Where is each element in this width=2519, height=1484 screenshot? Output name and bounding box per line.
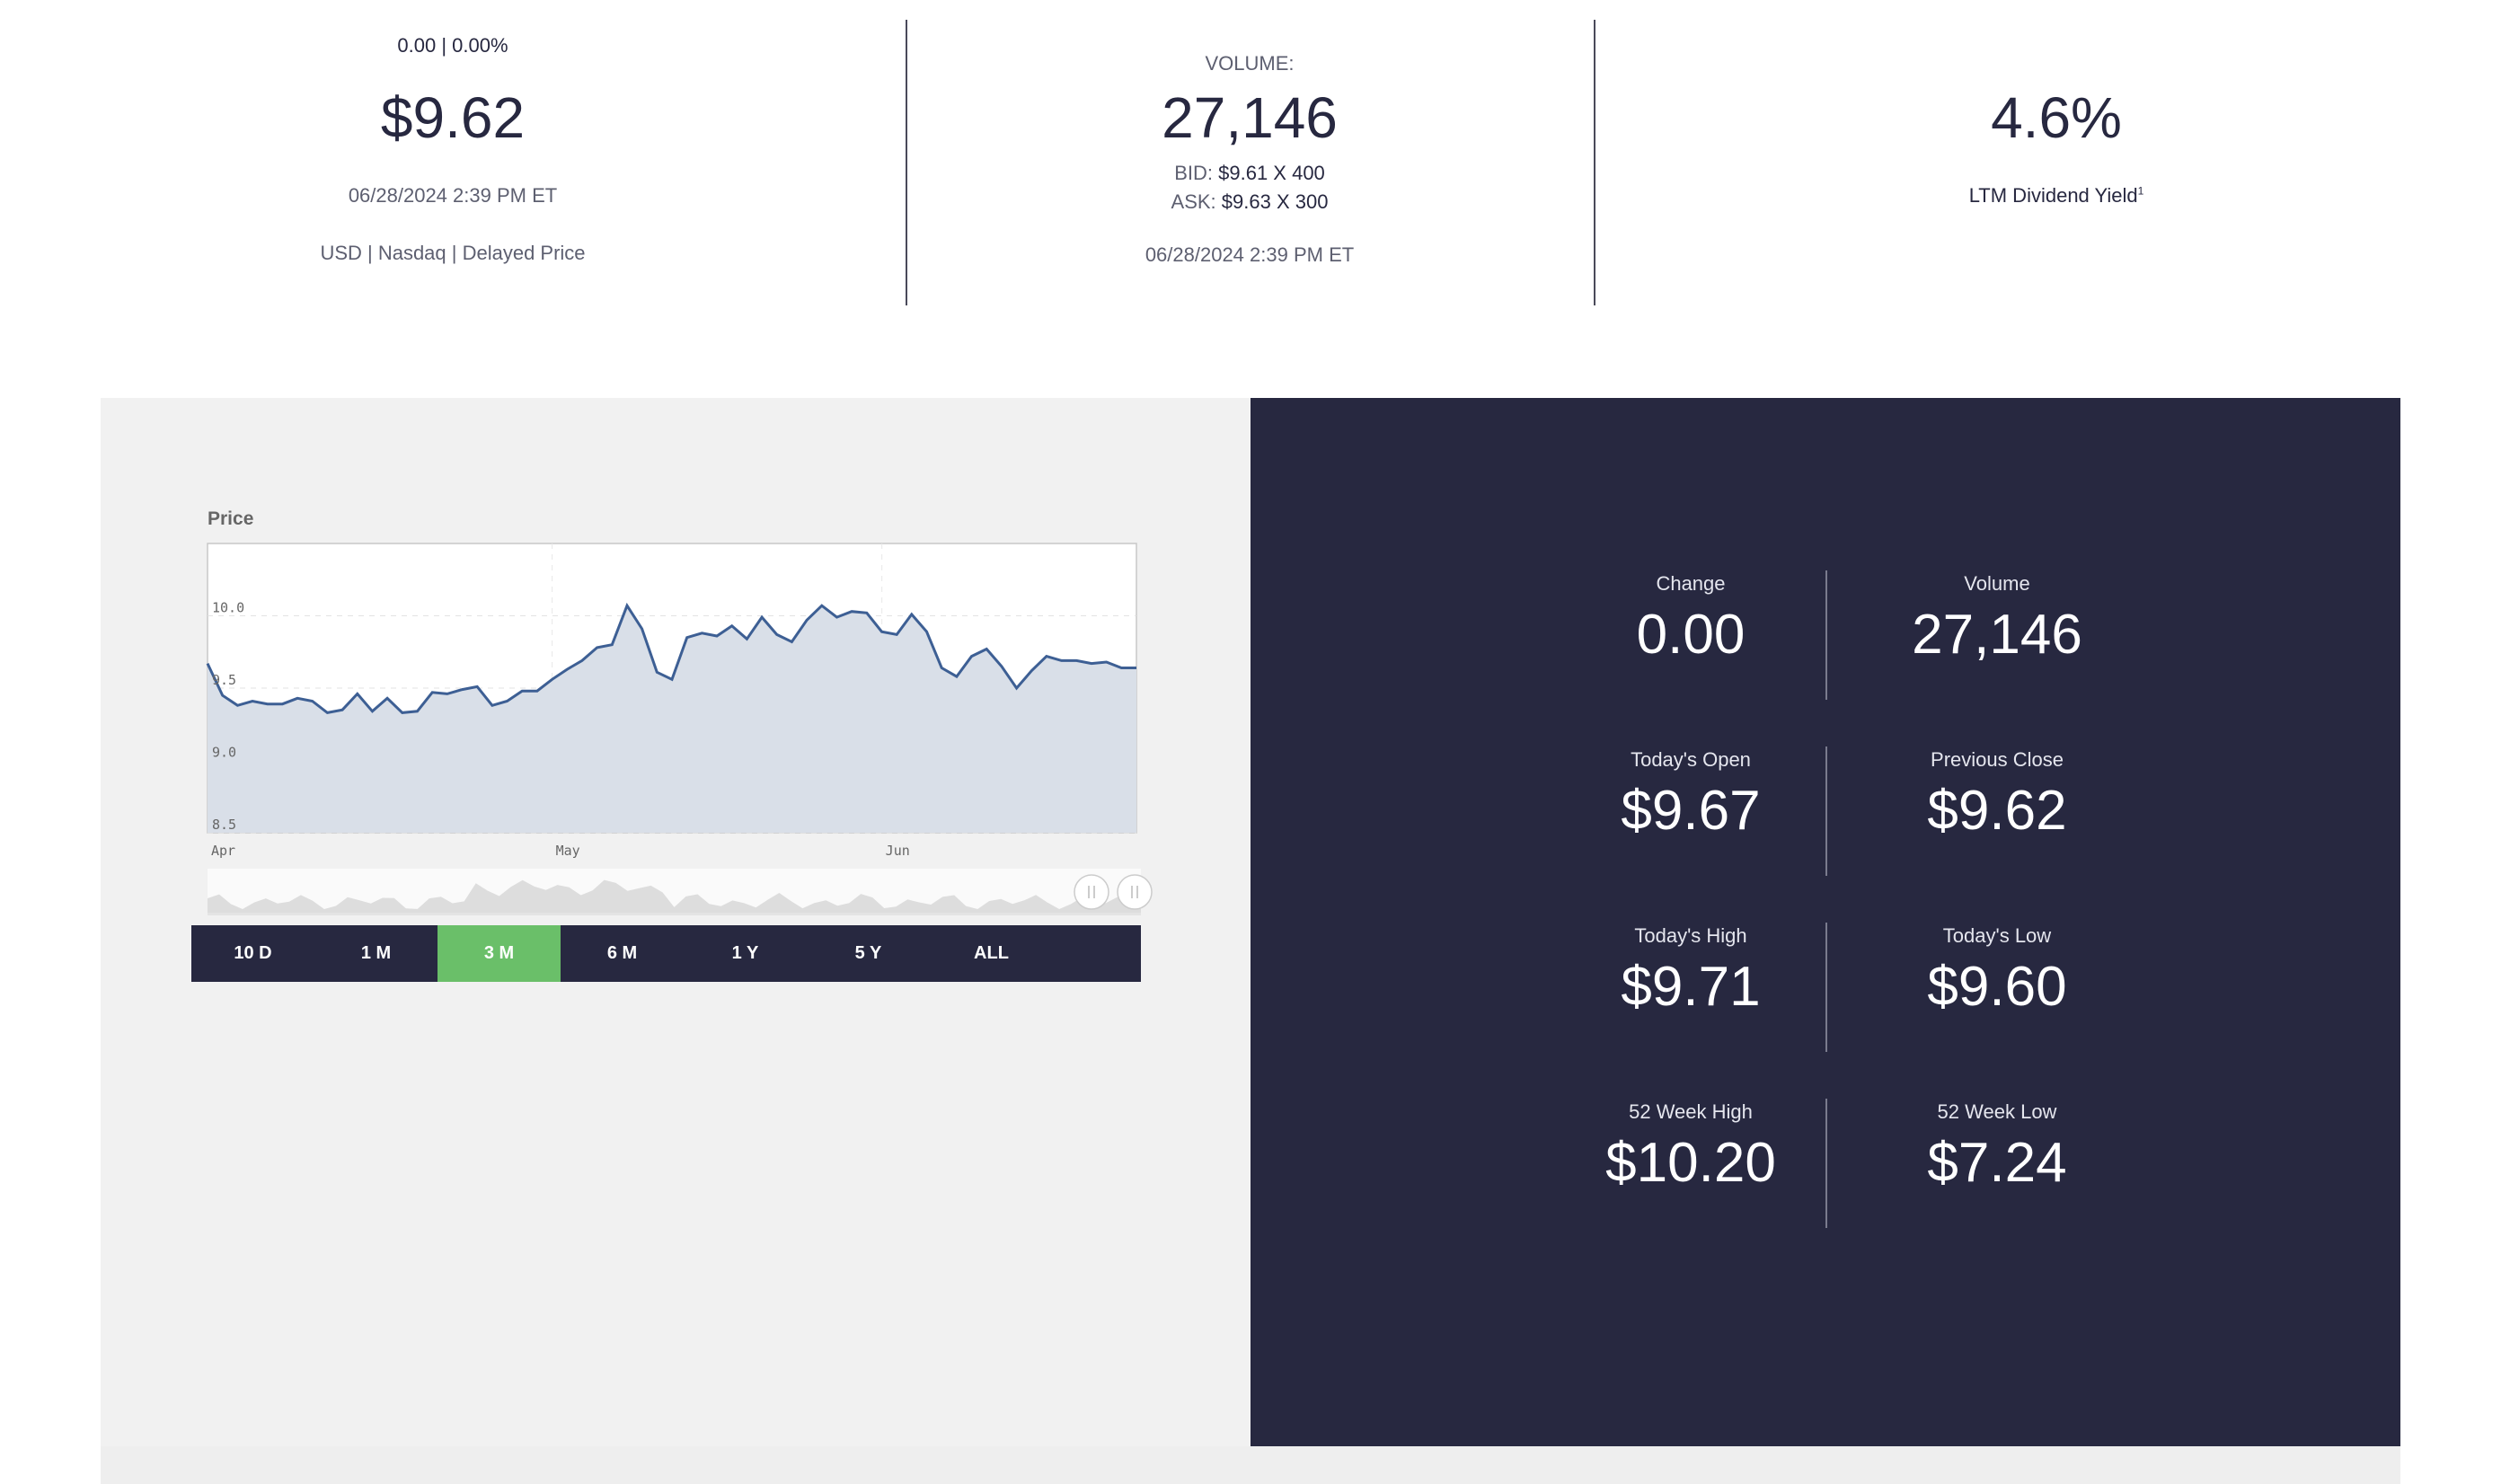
stat-label: 52 Week Low xyxy=(1937,1100,2057,1123)
stat-todays-open: Today's Open $9.67 xyxy=(1538,748,1843,843)
stat-value: $9.60 xyxy=(1927,956,2067,1018)
stat-value: $9.62 xyxy=(1927,780,2067,842)
stat-52-week-high: 52 Week High $10.20 xyxy=(1538,1100,1843,1195)
navigator-right-handle[interactable] xyxy=(1117,874,1153,910)
ask-line: ASK: $9.63 X 300 xyxy=(906,190,1594,214)
stat-divider xyxy=(1825,746,1827,876)
stat-label: 52 Week High xyxy=(1629,1100,1753,1123)
ask-value: $9.63 X 300 xyxy=(1221,190,1329,213)
last-price: $9.62 xyxy=(380,85,526,150)
stat-value: 27,146 xyxy=(1912,604,2082,666)
volume-panel: VOLUME: 27,146 BID: $9.61 X 400 ASK: $9.… xyxy=(906,0,1594,323)
panel-divider xyxy=(906,20,907,305)
stat-divider xyxy=(1825,923,1827,1052)
volume-label: VOLUME: xyxy=(1205,52,1295,75)
stat-divider xyxy=(1825,570,1827,700)
bid-line: BID: $9.61 X 400 xyxy=(906,162,1594,185)
stat-label: Today's High xyxy=(1634,924,1747,947)
volume-value: 27,146 xyxy=(1162,85,1338,150)
panel-divider xyxy=(1594,20,1595,305)
price-area xyxy=(208,605,1136,833)
quote-panel: 0.00 | 0.00% $9.62 06/28/2024 2:39 PM ET… xyxy=(0,0,906,323)
stat-divider xyxy=(1825,1099,1827,1228)
stat-previous-close: Previous Close $9.62 xyxy=(1844,748,2150,843)
stat-value: $10.20 xyxy=(1605,1132,1776,1194)
bid-label: BID: xyxy=(1174,162,1213,184)
stat-label: Today's Open xyxy=(1631,748,1751,771)
navigator-left-handle[interactable] xyxy=(1074,874,1109,910)
chart-title: Price xyxy=(208,508,254,529)
navigator-baseline xyxy=(208,913,1141,915)
x-tick-label: Jun xyxy=(886,843,910,859)
navigator-volume xyxy=(208,879,1141,913)
quote-meta: USD | Nasdaq | Delayed Price xyxy=(320,242,586,264)
stat-value: $9.67 xyxy=(1621,780,1761,842)
dividend-label-text: LTM Dividend Yield xyxy=(1968,184,2138,207)
footnote-marker: 1 xyxy=(2137,184,2144,198)
change-line: 0.00 | 0.00% xyxy=(397,34,508,57)
range-10d-button[interactable]: 10 D xyxy=(234,943,272,963)
x-tick-label: Apr xyxy=(211,843,235,859)
dividend-panel: 4.6% LTM Dividend Yield1 xyxy=(1594,0,2519,323)
y-tick-label: 8.5 xyxy=(212,817,236,833)
quote-timestamp: 06/28/2024 2:39 PM ET xyxy=(348,184,558,207)
stat-change: Change 0.00 xyxy=(1538,572,1843,667)
dividend-yield-label: LTM Dividend Yield1 xyxy=(1594,184,2519,208)
bid-value: $9.61 X 400 xyxy=(1218,162,1325,184)
stats-section: Change 0.00 Volume 27,146 Today's Open $… xyxy=(1251,398,2400,1446)
x-axis: Apr May Jun xyxy=(211,843,910,859)
stat-value: 0.00 xyxy=(1636,604,1746,666)
y-tick-label: 9.5 xyxy=(212,672,236,688)
stat-value: $9.71 xyxy=(1621,956,1761,1018)
range-1m-button[interactable]: 1 M xyxy=(360,943,392,963)
range-selector: 10 D 1 M 3 M 6 M 1 Y 5 Y ALL xyxy=(191,925,1141,982)
x-tick-label: May xyxy=(556,843,580,859)
y-tick-label: 10.0 xyxy=(212,600,244,616)
stat-todays-low: Today's Low $9.60 xyxy=(1844,924,2150,1019)
range-3m-button[interactable]: 3 M xyxy=(438,925,561,982)
stat-52-week-low: 52 Week Low $7.24 xyxy=(1844,1100,2150,1195)
stat-todays-high: Today's High $9.71 xyxy=(1538,924,1843,1019)
dividend-yield-value: 4.6% xyxy=(1991,85,2122,150)
y-tick-label: 9.0 xyxy=(212,745,236,761)
volume-timestamp: 06/28/2024 2:39 PM ET xyxy=(1145,243,1355,266)
range-5y-button[interactable]: 5 Y xyxy=(854,943,882,963)
range-6m-button[interactable]: 6 M xyxy=(606,943,638,963)
range-1y-button[interactable]: 1 Y xyxy=(731,943,759,963)
stat-label: Change xyxy=(1656,572,1726,595)
footer-strip xyxy=(101,1446,2400,1484)
stat-label: Previous Close xyxy=(1931,748,2064,771)
price-line xyxy=(206,602,1136,715)
stat-volume: Volume 27,146 xyxy=(1844,572,2150,667)
range-all-button[interactable]: ALL xyxy=(974,943,1009,963)
stat-label: Today's Low xyxy=(1942,924,2052,947)
stat-value: $7.24 xyxy=(1927,1132,2067,1194)
ask-label: ASK: xyxy=(1171,190,1216,213)
stat-label: Volume xyxy=(1964,572,2030,595)
y-axis: 10.0 9.5 9.0 8.5 xyxy=(212,600,244,834)
